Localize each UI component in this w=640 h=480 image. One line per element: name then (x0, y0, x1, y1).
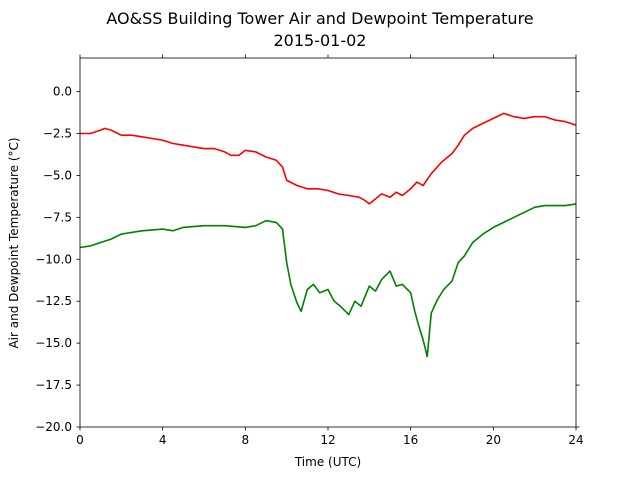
chart-subtitle: 2015-01-02 (274, 31, 367, 50)
y-axis-label: Air and Dewpoint Temperature (°C) (7, 137, 21, 348)
x-tick-label: 12 (320, 433, 335, 447)
y-tick-label: −12.5 (35, 294, 72, 308)
axes-border (79, 57, 577, 428)
y-tick-label: −10.0 (35, 252, 72, 266)
y-tick-label: −5.0 (43, 168, 72, 182)
x-tick-label: 4 (159, 433, 167, 447)
x-tick-label: 8 (242, 433, 250, 447)
x-tick-label: 16 (403, 433, 418, 447)
ticks-layer: 0 4 8 12 16 20 24 0.0 −2.5 −5.0 −7.5 −10.0 −12.5 −15.… (35, 54, 584, 447)
y-tick-label: −17.5 (35, 378, 72, 392)
plot-frame (80, 58, 576, 427)
x-tick-label: 0 (76, 433, 84, 447)
y-tick-label: −20.0 (35, 420, 72, 434)
y-tick-label: −2.5 (43, 126, 72, 140)
chart-title: AO&SS Building Tower Air and Dewpoint Te… (106, 9, 533, 28)
series-layer (79, 112, 577, 358)
plot-area: 0 4 8 12 16 20 24 0.0 −2.5 −5.0 −7.5 −10.0 −12.5 −15.… (35, 54, 584, 447)
x-tick-label: 24 (568, 433, 583, 447)
x-axis-label: Time (UTC) (294, 455, 361, 469)
series-line-2 (79, 203, 577, 358)
y-tick-label: −15.0 (35, 336, 72, 350)
x-tick-label: 20 (486, 433, 501, 447)
y-tick-label: −7.5 (43, 210, 72, 224)
y-tick-label: 0.0 (53, 85, 72, 99)
series-line-1 (80, 112, 577, 205)
